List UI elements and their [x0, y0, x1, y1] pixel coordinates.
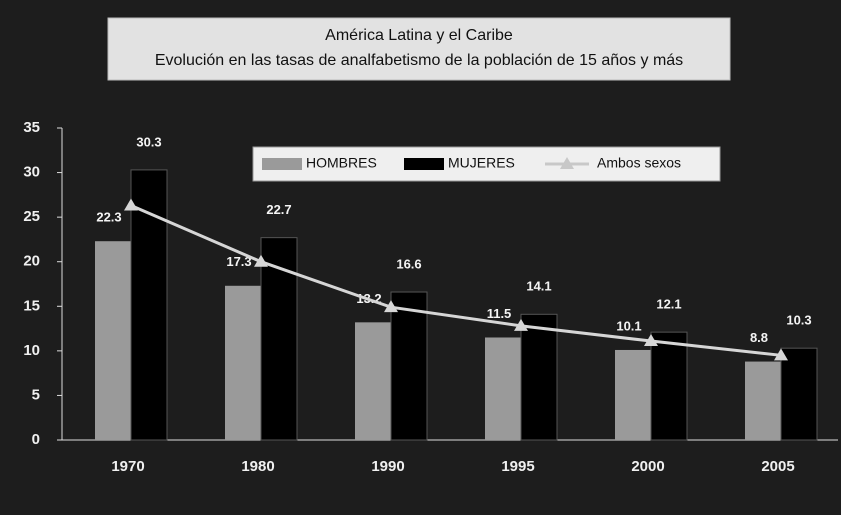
data-label: 30.3: [136, 134, 161, 149]
bar: [130, 169, 168, 441]
marker: [254, 254, 268, 267]
x-tick-label: 2000: [631, 458, 664, 475]
bar: [650, 331, 688, 441]
y-tick-label: 5: [32, 386, 40, 403]
bar: [485, 337, 521, 440]
data-label: 17.3: [226, 254, 251, 269]
chart-subtitle: Evolución en las tasas de analfabetismo …: [155, 52, 683, 69]
y-tick-label: 10: [23, 342, 40, 359]
x-tick-label: 1980: [241, 458, 274, 475]
marker: [124, 198, 138, 211]
data-label: 22.3: [96, 210, 121, 225]
y-tick-label: 35: [23, 119, 40, 136]
marker: [384, 300, 398, 313]
y-tick-label: 15: [23, 297, 40, 314]
marker: [644, 334, 658, 347]
data-label: 14.1: [526, 279, 551, 294]
legend-label: HOMBRES: [306, 155, 377, 171]
marker: [514, 318, 528, 331]
data-label: 16.6: [396, 256, 421, 271]
legend-swatch: [262, 158, 302, 170]
bar: [225, 285, 261, 440]
legend-swatch: [404, 158, 444, 170]
data-label: 8.8: [750, 330, 768, 345]
x-tick-label: 1995: [501, 458, 534, 475]
bar: [390, 291, 428, 441]
legend-label: MUJERES: [448, 155, 515, 171]
line: [130, 204, 782, 357]
bar: [615, 349, 651, 440]
legend: [252, 146, 721, 182]
title-box: [107, 17, 731, 81]
bar: [520, 313, 558, 441]
y-tick-label: 30: [23, 164, 40, 181]
data-label: 10.1: [616, 318, 641, 333]
bar: [745, 361, 781, 440]
y-tick-label: 20: [23, 253, 40, 270]
x-tick-label: 2005: [761, 458, 794, 475]
y-tick-label: 25: [23, 208, 40, 225]
marker: [774, 348, 788, 361]
data-label: 10.3: [786, 313, 811, 328]
bar: [780, 347, 818, 441]
x-tick-label: 1990: [371, 458, 404, 475]
data-label: 12.1: [656, 297, 681, 312]
legend-swatch: [560, 157, 574, 169]
legend-label: Ambos sexos: [597, 155, 681, 171]
data-label: 22.7: [266, 202, 291, 217]
bar: [95, 241, 131, 440]
x-tick-label: 1970: [111, 458, 144, 475]
data-label: 11.5: [487, 306, 512, 321]
chart-title: América Latina y el Caribe: [325, 27, 513, 44]
y-tick-label: 0: [32, 431, 40, 448]
bar: [355, 322, 391, 440]
